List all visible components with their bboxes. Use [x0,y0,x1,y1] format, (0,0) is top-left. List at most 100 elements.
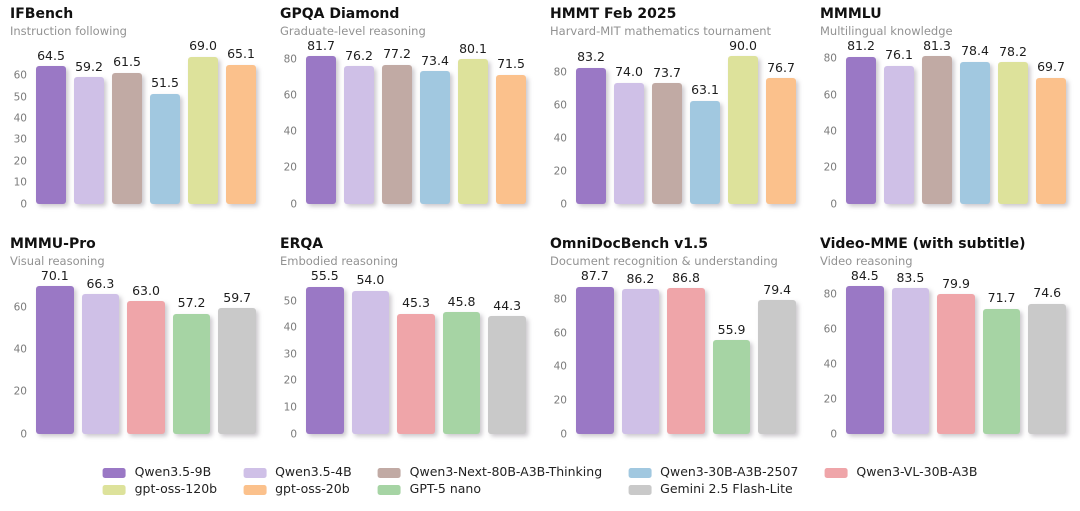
chart-subtitle: Embodied reasoning [280,254,399,268]
legend-item: Gemini 2.5 Flash-Lite [628,483,798,496]
bar-group: 63.1 [690,55,720,204]
chart-title: MMMU-Pro [10,236,96,252]
bar [36,286,74,434]
bar [846,56,876,204]
y-axis-tick-label: 60 [823,88,837,101]
legend-column: Qwen3.5-4B gpt-oss-20b [243,466,352,496]
bar [112,72,142,204]
bar-value-label: 51.5 [151,75,179,91]
legend-item: GPT-5 nano [377,483,602,496]
bar-group: 83.5 [891,271,930,434]
bar-group: 90.0 [728,39,758,204]
chart-title: HMMT Feb 2025 [550,6,677,22]
y-axis-tick-label: 40 [823,357,837,370]
chart-subtitle: Video reasoning [820,254,913,268]
bar-value-label: 63.0 [132,282,160,298]
bar [226,64,256,204]
y-axis-tick-label: 0 [830,197,837,210]
bar-group: 78.4 [960,45,990,204]
bar-group: 81.7 [306,39,336,204]
bar [614,82,644,204]
bar-group: 73.4 [420,54,450,204]
y-axis: 0 10 20 30 40 50 60 [0,55,27,208]
bar-value-label: 76.1 [885,47,913,63]
legend-item: Qwen3-30B-A3B-2507 [628,466,798,479]
plot-area: 55.5 54.0 45.3 45.8 44.3 [306,270,526,434]
bar [1036,77,1066,204]
bar-group: 70.1 [36,269,74,434]
bar-group: 61.5 [112,55,142,204]
y-axis-tick-label: 60 [13,301,27,314]
bar-value-label: 69.0 [189,38,217,53]
legend-swatch [102,467,126,478]
legend-swatch [628,467,652,478]
y-axis-tick-label: 40 [823,125,837,138]
bar-value-label: 81.3 [923,37,951,53]
bar [758,300,796,434]
bar-value-label: 54.0 [356,272,385,288]
y-axis-tick-label: 40 [283,321,297,334]
bar [667,288,705,434]
bar [81,294,120,434]
bar-group: 59.7 [218,285,256,434]
bar-group: 83.2 [576,51,606,204]
bar [150,93,180,204]
legend-swatch [377,484,401,495]
bar [344,66,374,204]
bar-group: 80.1 [458,42,488,204]
legend-item: gpt-oss-20b [243,483,352,496]
y-axis-tick-label: 40 [283,125,297,138]
bar-value-label: 76.2 [345,47,373,63]
bar-group: 63.0 [127,284,165,434]
chart-title: Video-MME (with subtitle) [820,236,1026,252]
bar [1028,303,1066,434]
bar-value-label: 80.1 [459,40,487,56]
y-axis-tick-label: 50 [13,90,27,103]
bar-group: 87.7 [576,270,614,434]
y-axis-tick-label: 0 [560,197,567,210]
bar [922,56,952,204]
bar-value-label: 70.1 [40,267,69,283]
chart-subtitle: Document recognition & understanding [550,254,778,268]
bar [766,78,796,204]
y-axis: 0 20 40 60 80 [540,55,567,209]
bar-group: 51.5 [150,55,180,204]
y-axis-tick-label: 80 [823,52,837,65]
chart-mmmu-pro: MMMU-Pro Visual reasoning 0 20 40 60 70.1 66… [0,230,270,460]
y-axis-tick-label: 20 [823,161,837,174]
plot-area: 64.5 59.2 61.5 51.5 69.0 65.1 [36,39,256,204]
bar-group: 86.8 [667,271,705,434]
bar [306,56,336,204]
bar [488,316,526,434]
bar-group: 81.3 [922,39,952,204]
bar-group: 66.3 [81,277,120,434]
y-axis-tick-label: 60 [553,99,567,112]
plot-area: 84.5 83.5 79.9 71.7 74.6 [846,269,1066,434]
bar-group: 59.2 [74,55,104,204]
y-axis-tick-label: 40 [13,112,27,125]
bar [728,56,758,204]
bar-group: 74.0 [614,55,644,204]
bar-value-label: 71.7 [987,290,1016,306]
bar-group: 86.2 [621,272,660,434]
bar-value-label: 55.5 [310,268,339,284]
bar-group: 64.5 [36,49,66,204]
bar-value-label: 69.7 [1037,59,1065,75]
y-axis-tick-label: 20 [553,394,567,407]
bar [188,56,218,204]
legend-column: Qwen3-VL-30B-A3B [824,466,977,496]
chart-title: OmniDocBench v1.5 [550,236,708,252]
bar [382,64,412,204]
bar-group: 79.9 [937,277,975,434]
plot-area: 87.7 86.2 86.8 55.9 79.4 [576,270,796,434]
bar [218,308,256,434]
legend-swatch [102,484,126,495]
bar [576,67,606,204]
legend-column: Qwen3-Next-80B-A3B-Thinking GPT-5 nano [377,466,602,496]
y-axis-tick-label: 20 [283,374,297,387]
bar [172,313,211,434]
bar [36,66,66,204]
y-axis-tick-label: 20 [823,392,837,405]
bar-group: 84.5 [846,269,884,434]
